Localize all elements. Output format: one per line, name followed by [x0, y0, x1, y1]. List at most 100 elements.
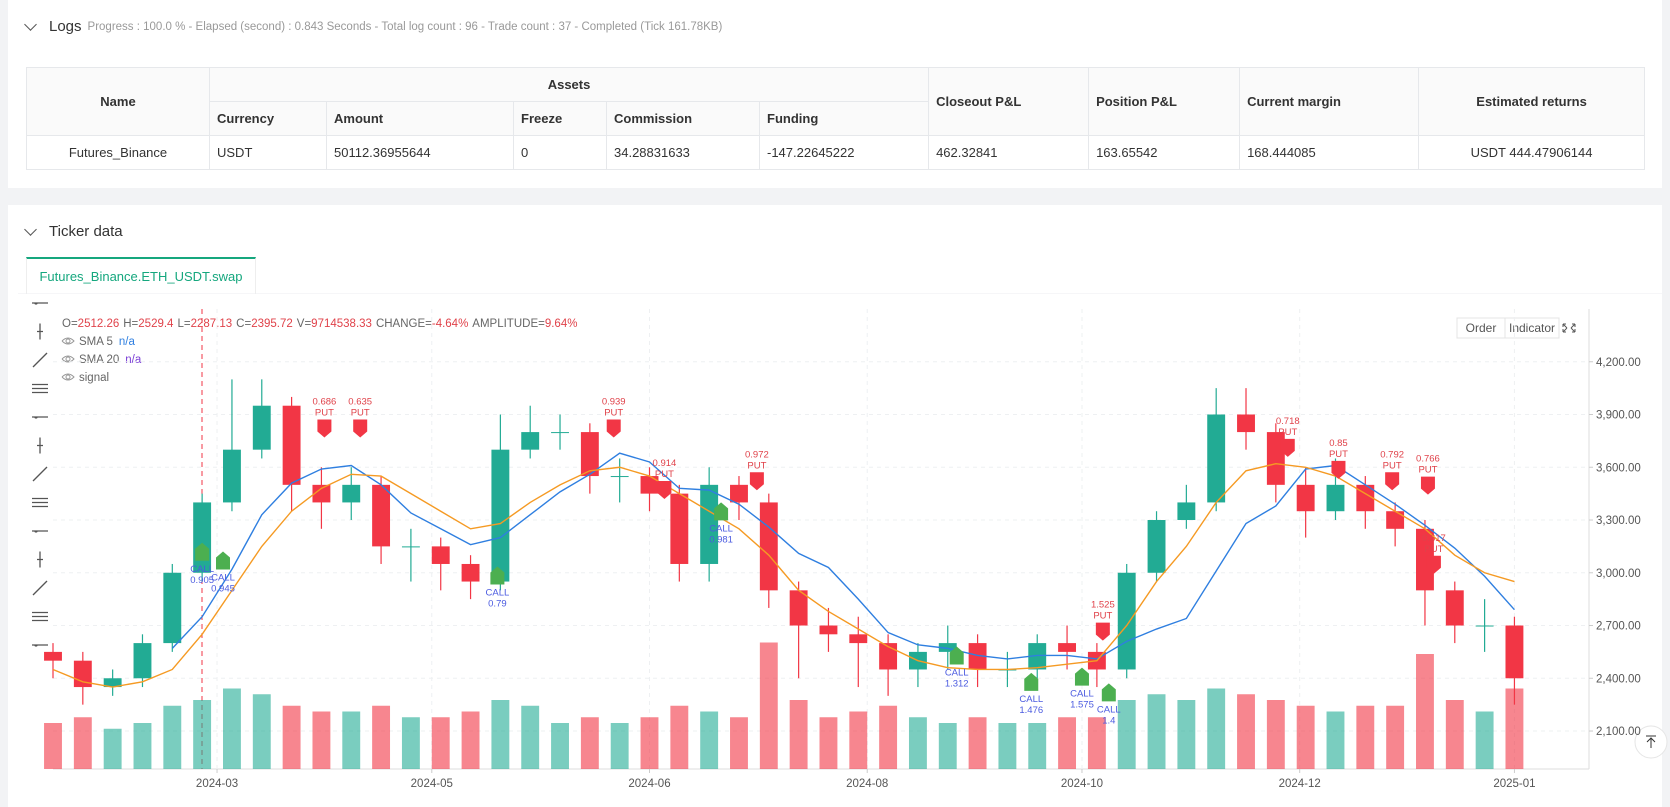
signal-value: 0.686	[313, 397, 337, 408]
call-flag	[1074, 667, 1089, 686]
volume-bar	[1266, 700, 1285, 769]
volume-bar	[938, 723, 957, 769]
toolbar-icon	[32, 466, 48, 482]
volume-bar	[73, 717, 92, 769]
fullscreen-icon[interactable]	[1562, 323, 1576, 333]
put-flag	[1331, 460, 1346, 479]
legend-key: C=	[236, 318, 251, 330]
put-flag	[1280, 438, 1295, 457]
volume-bar	[1445, 700, 1464, 769]
candle-body	[1207, 414, 1226, 503]
volume-bar	[998, 723, 1017, 769]
candle-body	[1445, 590, 1464, 626]
candle-body	[282, 405, 301, 485]
order-button-label[interactable]: Order	[1466, 321, 1497, 335]
x-tick-label: 2024-03	[196, 778, 238, 790]
scroll-top-icon[interactable]	[1646, 735, 1656, 748]
toolbar-icon	[32, 416, 48, 419]
candle-body	[580, 432, 599, 477]
toolbar-icon	[32, 497, 48, 508]
volume-bar	[1386, 705, 1405, 769]
toolbar-icon	[32, 383, 48, 394]
y-tick-label: 2,100.00	[1596, 726, 1641, 738]
table-cell: USDT 444.47906144	[1418, 135, 1646, 170]
candle-body	[1386, 511, 1405, 529]
signal-type: PUT	[1278, 427, 1297, 438]
table-cell: 50112.36955644	[326, 135, 514, 170]
collapse-icon[interactable]	[24, 222, 37, 236]
table-cell: Futures_Binance	[26, 135, 210, 170]
ticker-title: Ticker data	[49, 223, 123, 240]
table-cell: -147.22645222	[758, 135, 930, 170]
signal-value: 0.972	[745, 449, 769, 460]
volume-bar	[461, 711, 480, 769]
candle-body	[431, 546, 450, 564]
volume-bar	[789, 700, 808, 769]
legend-value: 2529.4	[138, 318, 174, 330]
ticker-tab[interactable]: Futures_Binance.ETH_USDT.swap	[26, 257, 256, 294]
signal-value: 0.635	[348, 397, 372, 408]
put-flag	[1426, 555, 1441, 574]
volume-bar	[1147, 694, 1166, 769]
signal-value: 0.718	[1276, 416, 1300, 427]
volume-bar	[879, 705, 898, 769]
candle-body	[44, 651, 62, 661]
table-cell: 0	[513, 135, 607, 170]
put-flag	[1420, 476, 1435, 495]
y-tick-label: 3,900.00	[1596, 410, 1641, 422]
eye-icon	[61, 337, 75, 345]
toolbar-icon	[37, 437, 43, 454]
volume-bar	[1207, 688, 1226, 769]
signal-value: 0.914	[653, 458, 677, 469]
table-header: Assets	[208, 67, 930, 102]
signal-value: 0.617	[1422, 533, 1446, 544]
volume-bar	[1326, 711, 1345, 769]
candle-body	[730, 484, 748, 503]
volume-bar	[1237, 694, 1255, 769]
y-tick-label: 2,700.00	[1596, 621, 1641, 633]
series-status: n/a	[125, 354, 142, 366]
signal-type: PUT	[351, 408, 370, 419]
indicator-button-label[interactable]: Indicator	[1509, 321, 1555, 335]
volume-bar	[401, 717, 420, 769]
put-flag	[606, 419, 621, 438]
candle-body	[1028, 643, 1047, 670]
chart-legend: O=2512.26 H=2529.4 L=2287.13 C=2395.72 V=971…	[61, 318, 577, 384]
sma-line	[52, 463, 1515, 688]
series-status: n/a	[119, 336, 136, 348]
series-name: SMA 5	[79, 336, 113, 348]
ticker-header[interactable]: Ticker data	[24, 222, 123, 240]
call-flag	[714, 502, 729, 521]
volume-bar	[908, 717, 927, 769]
volume-bar	[1028, 723, 1047, 769]
legend-key: L=	[177, 318, 190, 330]
volume-bar	[312, 711, 331, 769]
logs-header[interactable]: Logs Progress : 100.0 % - Elapsed (secon…	[24, 17, 723, 35]
signal-type: PUT	[1093, 611, 1112, 622]
x-tick-label: 2024-08	[846, 778, 888, 790]
legend-value: 2287.13	[191, 318, 233, 330]
logs-status: Progress : 100.0 % - Elapsed (second) : …	[87, 20, 723, 33]
signal-type: CALL	[211, 573, 235, 584]
volume-bar	[282, 705, 301, 769]
candle-body	[461, 563, 480, 582]
series-legend: signal	[79, 372, 109, 384]
candle-body	[163, 572, 182, 644]
legend-key: O=	[62, 318, 78, 330]
candle-body	[521, 432, 540, 450]
candle-body	[223, 449, 241, 503]
table-cell: 34.28831633	[606, 135, 760, 170]
volume-bar	[372, 705, 391, 769]
x-tick-label: 2024-06	[628, 778, 670, 790]
indicator-button[interactable]	[1504, 317, 1560, 339]
volume-bar	[1416, 654, 1434, 769]
table-cell: 462.32841	[928, 135, 1090, 170]
table-header: Estimated returns	[1418, 67, 1646, 136]
signal-type: CALL	[945, 668, 969, 679]
y-tick-label: 2,400.00	[1596, 673, 1641, 685]
put-flag	[657, 481, 672, 500]
collapse-icon[interactable]	[24, 17, 37, 31]
legend-key: CHANGE=	[376, 318, 432, 330]
put-flag	[1385, 472, 1400, 491]
volume-bar	[133, 723, 152, 769]
